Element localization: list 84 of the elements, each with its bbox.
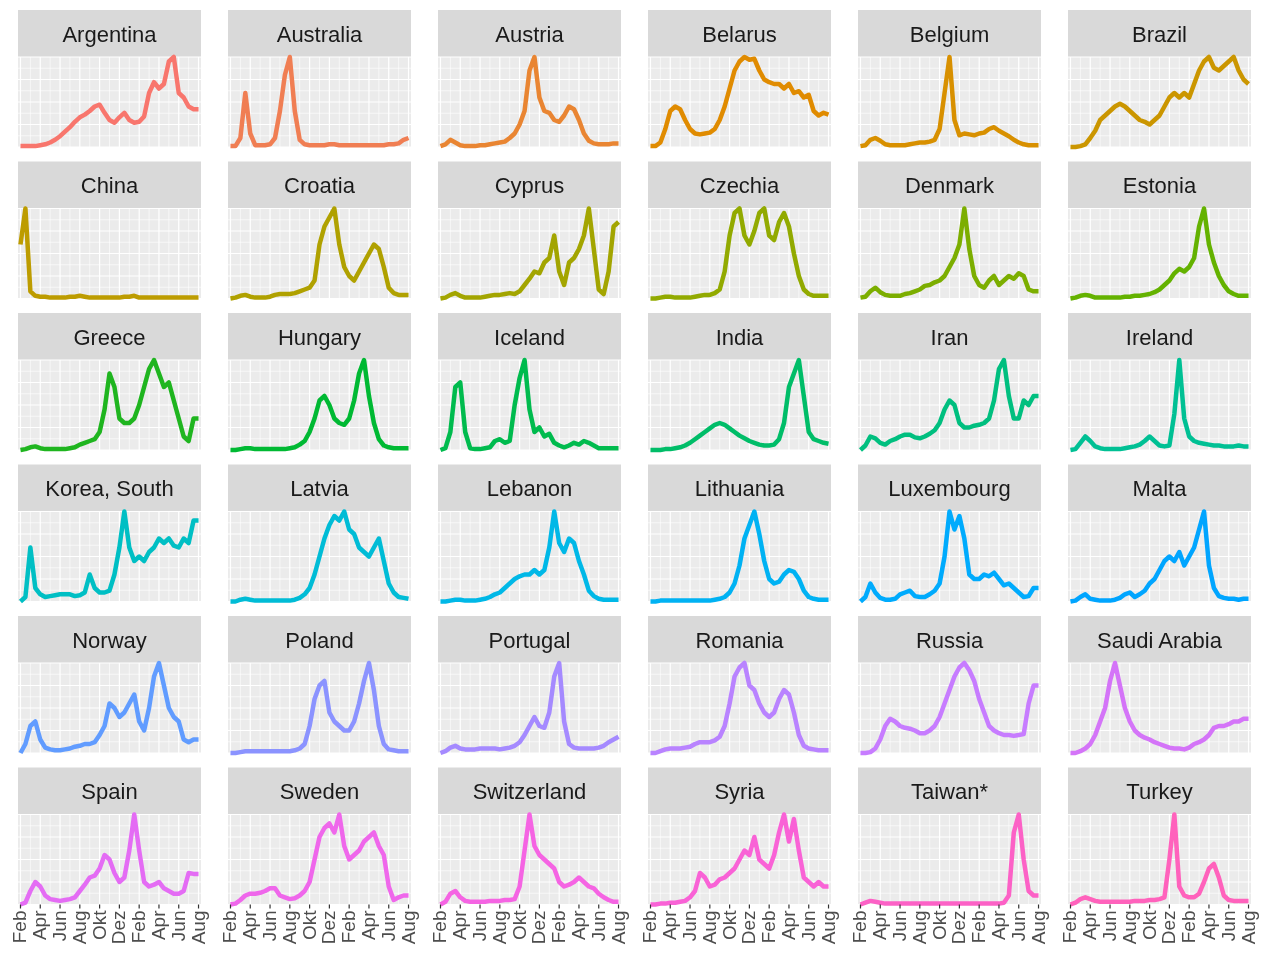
x-tick-label: Feb xyxy=(9,910,31,944)
x-tick-label: Feb xyxy=(219,910,241,944)
x-tick-label: Aug xyxy=(68,910,90,945)
x-tick-label: Jun xyxy=(679,910,701,942)
chart-title: Switzerland xyxy=(472,779,587,804)
chart-title: Sweden xyxy=(279,779,360,804)
x-tick-label: Feb xyxy=(849,910,871,944)
x-tick-label: Feb xyxy=(548,910,570,944)
x-tick-label: Apr xyxy=(869,909,891,941)
chart-title: Russia xyxy=(915,627,984,653)
x-tick-label: Aug xyxy=(488,910,510,945)
x-tick-label: Apr xyxy=(1197,909,1219,941)
chart-title: Iran xyxy=(930,324,969,350)
x-tick-label: Feb xyxy=(1178,910,1200,944)
x-tick-label: Jun xyxy=(889,910,911,942)
chart-title: Belarus xyxy=(702,21,777,47)
x-tick-label: Apr xyxy=(239,909,261,941)
chart-title: Austria xyxy=(495,21,565,47)
x-tick-label: Jun xyxy=(469,910,491,942)
x-tick-label: Jun xyxy=(1099,910,1121,942)
chart-title: Czechia xyxy=(699,173,780,198)
chart-title: Belgium xyxy=(909,21,990,47)
x-tick-label: Apr xyxy=(659,909,681,941)
x-tick-label: Apr xyxy=(777,909,799,941)
chart-title: Brazil xyxy=(1131,21,1188,47)
chart-title: Denmark xyxy=(904,173,996,198)
x-tick-label: Aug xyxy=(187,910,209,945)
x-tick-label: Apr xyxy=(449,909,471,941)
chart-title: Portugal xyxy=(488,627,571,653)
x-tick-label: Aug xyxy=(817,910,839,945)
x-tick-label: Dez xyxy=(108,910,130,945)
chart-title: Lithuania xyxy=(694,476,785,501)
chart-title: Syria xyxy=(714,779,766,804)
chart-title: Turkey xyxy=(1126,779,1193,804)
x-tick-label: Jun xyxy=(49,910,71,942)
chart-title: Hungary xyxy=(277,324,362,350)
x-tick-label: Aug xyxy=(278,910,300,945)
x-tick-label: Aug xyxy=(397,910,419,945)
x-tick-label: Aug xyxy=(607,910,629,945)
chart-title: Norway xyxy=(72,627,147,653)
chart-title: Ireland xyxy=(1125,324,1194,350)
x-tick-label: Jun xyxy=(259,910,281,942)
chart-title: Lebanon xyxy=(486,476,573,501)
chart-title: Iceland xyxy=(494,324,565,350)
chart-title: Poland xyxy=(285,627,354,653)
x-tick-label: Apr xyxy=(147,909,169,941)
chart-title: Romania xyxy=(695,627,785,653)
x-tick-label: Feb xyxy=(968,910,990,944)
x-tick-label: Feb xyxy=(128,910,150,944)
x-tick-label: Dez xyxy=(948,910,970,945)
chart-title: Estonia xyxy=(1122,173,1197,198)
x-tick-label: Aug xyxy=(1118,910,1140,945)
x-tick-label: Dez xyxy=(318,910,340,945)
x-tick-label: Apr xyxy=(987,909,1009,941)
x-tick-label: Feb xyxy=(639,910,661,944)
x-tick-label: Apr xyxy=(357,909,379,941)
x-tick-label: Dez xyxy=(528,910,550,945)
x-tick-label: Feb xyxy=(338,910,360,944)
chart-title: Cyprus xyxy=(494,173,565,198)
x-tick-label: Aug xyxy=(908,910,930,945)
chart-title: Korea, South xyxy=(45,476,174,501)
x-tick-label: Dez xyxy=(1158,910,1180,945)
chart-title: Malta xyxy=(1132,476,1188,501)
chart-title: Australia xyxy=(276,21,364,47)
chart-title: Saudi Arabia xyxy=(1097,627,1223,653)
x-tick-label: Aug xyxy=(698,910,720,945)
x-tick-label: Feb xyxy=(758,910,780,944)
x-tick-label: Feb xyxy=(1059,910,1081,944)
chart-title: Spain xyxy=(81,779,138,804)
x-tick-label: Dez xyxy=(738,910,760,945)
x-tick-label: Apr xyxy=(29,909,51,941)
chart-title: China xyxy=(80,173,139,198)
chart-title: Croatia xyxy=(284,173,356,198)
x-tick-label: Aug xyxy=(1027,910,1049,945)
chart-title: Latvia xyxy=(290,476,350,501)
chart-title: Luxembourg xyxy=(888,476,1011,501)
chart-title: Taiwan* xyxy=(910,779,989,804)
x-tick-label: Feb xyxy=(429,910,451,944)
chart-title: Greece xyxy=(73,324,146,350)
x-tick-label: Apr xyxy=(1079,909,1101,941)
chart-title: India xyxy=(715,324,765,350)
chart-title: Argentina xyxy=(62,21,158,47)
x-tick-label: Aug xyxy=(1237,910,1259,945)
x-tick-label: Apr xyxy=(567,909,589,941)
